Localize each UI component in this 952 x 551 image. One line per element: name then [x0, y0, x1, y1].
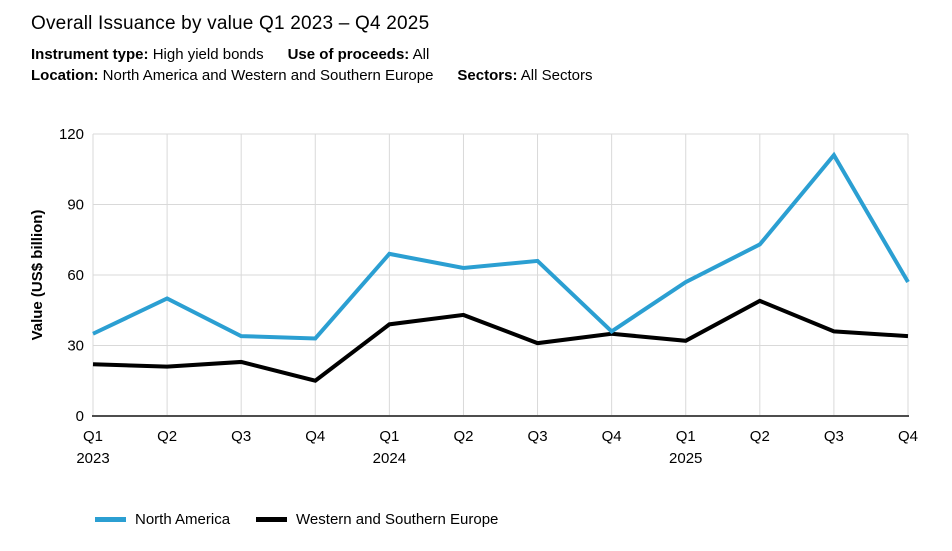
filter-sectors: Sectors: All Sectors [457, 67, 592, 84]
filter-use-of-proceeds-label: Use of proceeds: [287, 46, 410, 63]
x-year-label: 2024 [373, 450, 406, 467]
series-line-north-america [92, 151, 910, 341]
page-title: Overall Issuance by value Q1 2023 – Q4 2… [31, 13, 430, 34]
x-tick-label: Q4 [305, 428, 325, 445]
y-tick-label: 120 [59, 126, 84, 143]
x-year-label: 2025 [669, 450, 702, 467]
y-tick-label: 30 [67, 338, 84, 355]
filters-line-1: Instrument type: High yield bonds Use of … [31, 44, 952, 65]
y-tick-label: 0 [76, 408, 84, 425]
x-year-label: 2023 [76, 450, 109, 467]
x-tick-label: Q4 [602, 428, 622, 445]
legend-label-north-america: North America [135, 511, 231, 528]
filter-use-of-proceeds-value: All [412, 46, 430, 63]
legend-swatch-north-america [95, 517, 126, 522]
x-tick-label: Q3 [231, 428, 251, 445]
filters-line-2: Location: North America and Western and … [31, 65, 952, 86]
filter-instrument-type: Instrument type: High yield bonds [31, 46, 264, 63]
filter-location-value: North America and Western and Southern E… [102, 67, 434, 84]
y-tick-label: 90 [67, 197, 84, 214]
chart-legend: North America Western and Southern Europ… [95, 511, 952, 528]
legend-item-north-america: North America [95, 511, 230, 528]
issuance-line-chart: 0 30 60 90 120 Q1 Q2 Q3 Q4 Q1 Q2 Q3 Q4 Q1 Q2 Q3 Q4 2023 20… [29, 126, 918, 467]
x-tick-label: Q4 [898, 428, 918, 445]
series-line-western-and-southern-europe [92, 298, 909, 383]
x-tick-label: Q2 [453, 428, 473, 445]
filter-sectors-label: Sectors: [457, 67, 518, 84]
legend-item-western-southern-europe: Western and Southern Europe [256, 511, 498, 528]
filter-instrument-type-value: High yield bonds [152, 46, 264, 63]
legend-swatch-western-southern-europe [256, 517, 288, 522]
filter-instrument-type-label: Instrument type: [31, 46, 149, 63]
x-tick-label: Q3 [528, 428, 548, 445]
y-axis-title: Value (US$ billion) [29, 210, 46, 341]
filter-location: Location: North America and Western and … [31, 67, 433, 84]
x-tick-label: Q1 [83, 428, 103, 445]
report-page: Overall Issuance by value Q1 2023 – Q4 2… [0, 13, 952, 551]
filter-sectors-value: All Sectors [520, 67, 593, 84]
legend-label-western-southern-europe: Western and Southern Europe [296, 511, 499, 528]
x-tick-label: Q1 [676, 428, 696, 445]
y-tick-label: 60 [67, 267, 84, 284]
x-tick-label: Q2 [157, 428, 177, 445]
filter-use-of-proceeds: Use of proceeds: All [288, 46, 430, 63]
x-tick-label: Q3 [824, 428, 844, 445]
filter-location-label: Location: [31, 67, 99, 84]
x-tick-label: Q1 [379, 428, 399, 445]
x-tick-label: Q2 [750, 428, 770, 445]
